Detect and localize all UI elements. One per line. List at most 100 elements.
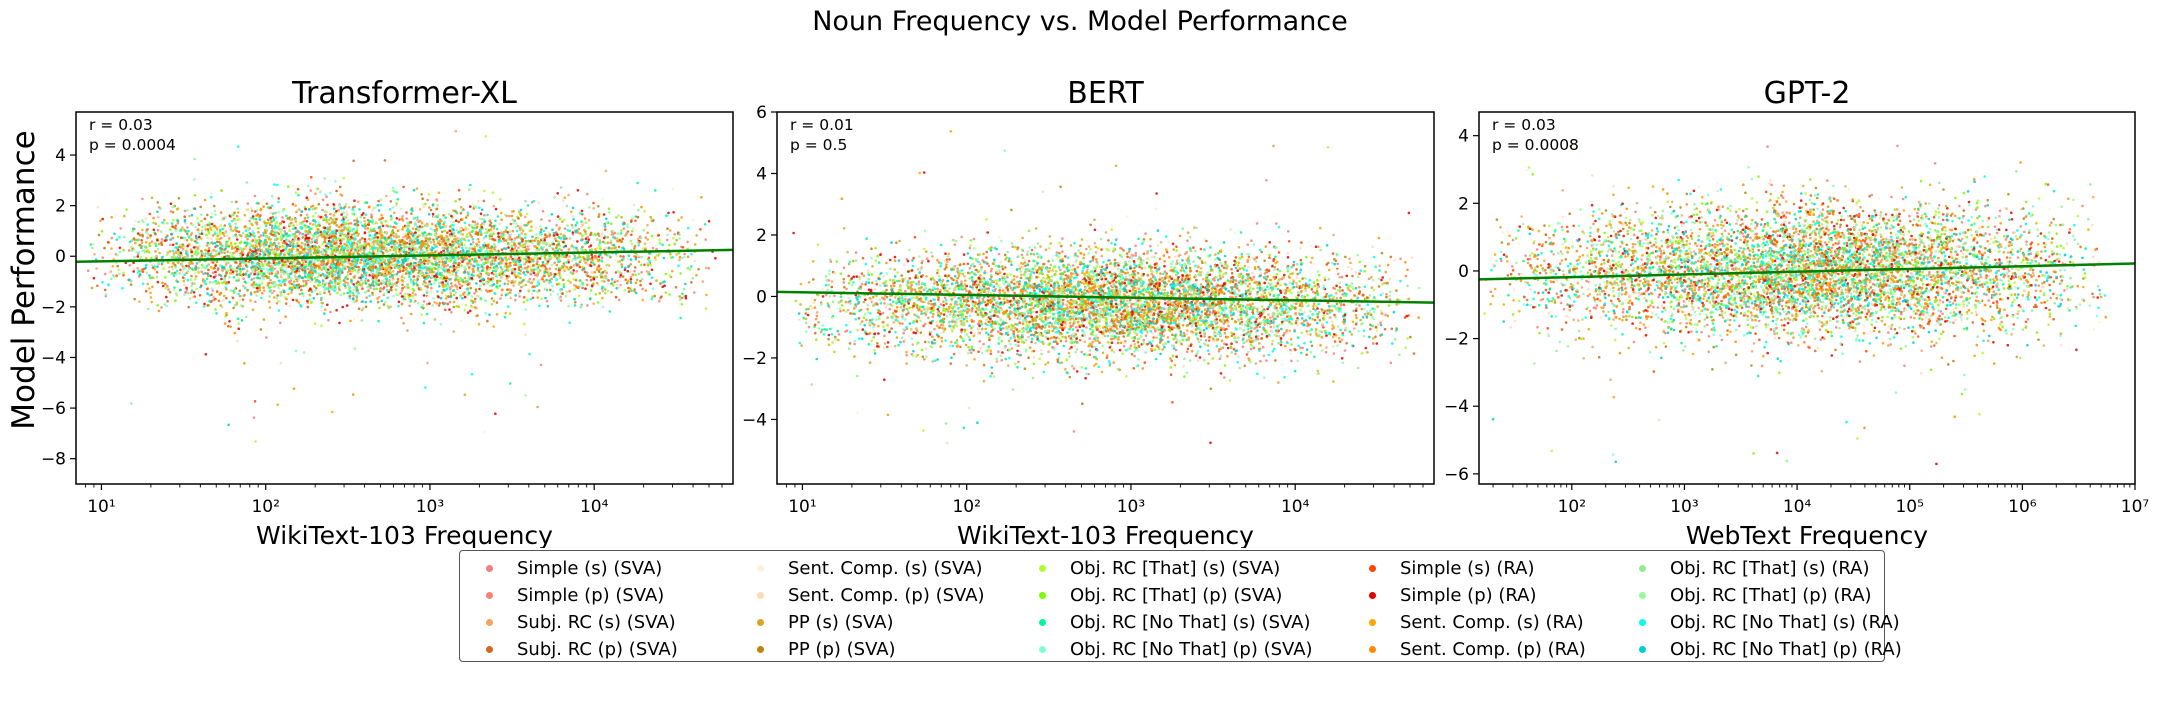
data-point xyxy=(394,251,398,254)
data-point xyxy=(639,279,642,283)
data-point xyxy=(549,288,552,292)
data-point xyxy=(371,291,374,295)
data-point xyxy=(686,255,690,259)
data-point xyxy=(607,207,611,210)
data-point xyxy=(310,175,313,179)
data-point xyxy=(250,209,254,212)
data-point xyxy=(185,286,188,290)
data-point xyxy=(249,299,252,302)
data-point xyxy=(584,237,588,240)
data-point xyxy=(615,283,619,287)
data-point xyxy=(288,304,292,308)
data-point xyxy=(617,245,621,249)
data-point xyxy=(681,246,685,249)
data-point xyxy=(353,199,356,202)
data-point xyxy=(136,232,140,235)
data-point xyxy=(495,227,499,231)
data-point xyxy=(447,240,450,243)
data-point xyxy=(218,228,222,232)
data-point xyxy=(195,241,199,245)
data-point xyxy=(414,268,418,272)
data-point xyxy=(241,253,245,257)
data-point xyxy=(511,229,515,233)
data-point xyxy=(559,295,562,299)
data-point xyxy=(506,265,509,269)
data-point xyxy=(624,278,627,282)
data-point xyxy=(591,271,594,275)
data-point xyxy=(575,270,578,273)
data-point xyxy=(592,302,595,305)
data-point xyxy=(692,219,695,222)
data-point xyxy=(597,232,600,236)
data-point xyxy=(148,244,152,248)
data-point xyxy=(421,197,424,200)
data-point xyxy=(232,234,236,238)
data-point xyxy=(393,240,396,243)
data-point xyxy=(672,211,675,214)
data-point xyxy=(349,319,352,323)
data-point xyxy=(619,254,622,258)
data-point xyxy=(223,274,227,278)
data-point xyxy=(332,214,336,217)
data-point xyxy=(309,287,312,291)
data-point xyxy=(428,206,431,209)
data-point xyxy=(244,264,248,267)
data-point xyxy=(297,193,300,197)
data-point xyxy=(272,259,276,263)
data-point xyxy=(348,226,351,229)
data-point xyxy=(437,304,441,307)
data-point xyxy=(470,230,474,233)
data-point xyxy=(200,213,203,216)
data-point xyxy=(356,223,360,227)
data-point xyxy=(594,248,597,251)
data-point xyxy=(589,257,592,261)
data-point xyxy=(401,225,405,229)
data-point xyxy=(152,216,155,220)
data-point xyxy=(436,220,440,223)
data-point xyxy=(580,209,584,213)
data-point xyxy=(453,268,456,271)
data-point xyxy=(476,222,479,226)
data-points xyxy=(86,129,717,443)
data-point xyxy=(656,234,660,237)
data-point xyxy=(396,197,400,201)
data-point xyxy=(526,280,530,283)
data-point xyxy=(364,274,368,277)
data-point xyxy=(672,236,675,240)
data-point xyxy=(658,242,662,246)
data-point xyxy=(645,226,648,229)
data-point xyxy=(356,315,360,318)
data-point xyxy=(246,208,250,211)
data-point xyxy=(524,258,528,261)
data-point xyxy=(646,231,649,235)
data-point xyxy=(572,277,575,281)
data-point xyxy=(168,290,172,294)
data-point xyxy=(158,251,161,255)
data-point xyxy=(680,302,684,306)
data-point xyxy=(249,272,253,275)
data-point xyxy=(178,243,182,247)
data-point xyxy=(514,280,517,283)
data-point xyxy=(400,275,404,279)
data-point xyxy=(212,204,216,208)
data-point xyxy=(156,201,160,204)
data-point xyxy=(605,266,609,270)
data-point xyxy=(217,252,221,256)
data-point xyxy=(313,285,316,288)
data-point xyxy=(371,266,375,269)
data-point xyxy=(669,252,672,256)
data-point xyxy=(518,295,521,298)
data-point xyxy=(604,274,607,278)
data-point xyxy=(588,297,592,300)
data-point xyxy=(298,292,302,296)
data-point xyxy=(431,222,434,226)
data-point xyxy=(546,231,550,234)
data-point xyxy=(559,232,563,236)
data-point xyxy=(150,256,153,260)
data-point xyxy=(418,228,421,231)
data-point xyxy=(570,265,573,269)
data-point xyxy=(527,256,530,259)
data-point xyxy=(593,270,596,274)
data-point xyxy=(604,288,607,291)
data-point xyxy=(229,325,232,328)
